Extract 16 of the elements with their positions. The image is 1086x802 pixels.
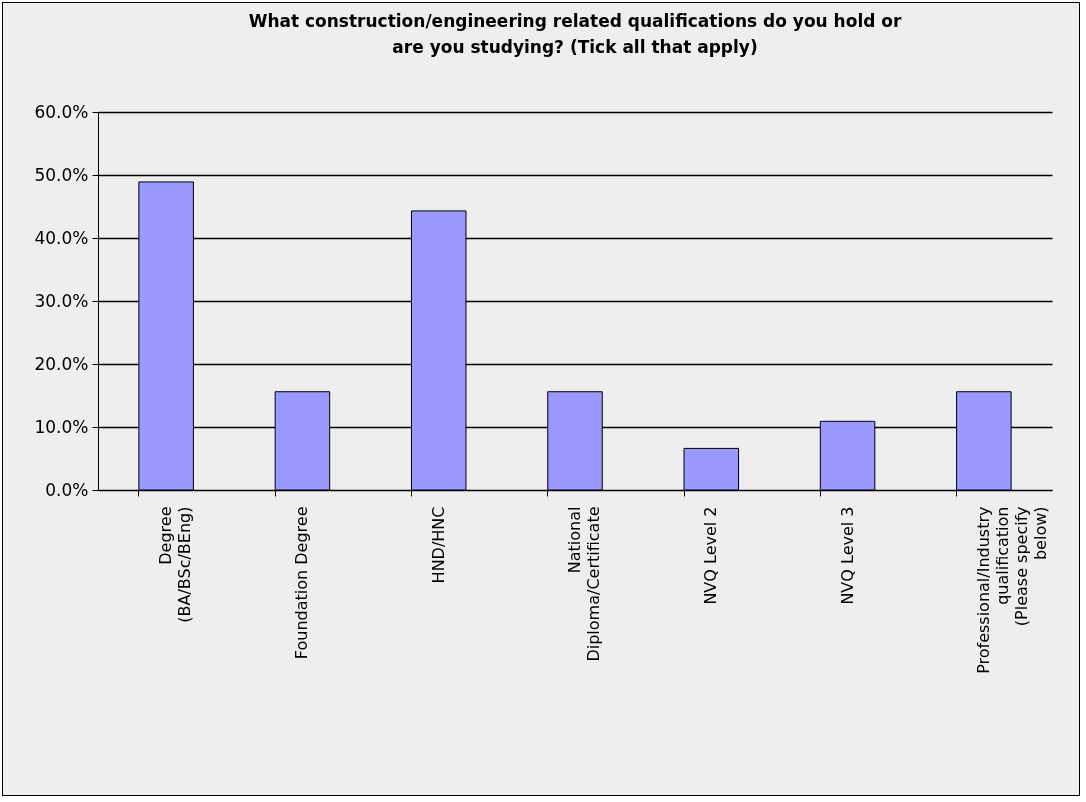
y-tick-label: 30.0% (34, 290, 89, 311)
x-tick-label: National Diploma/Certificate (565, 506, 603, 662)
y-tick-label: 0.0% (45, 479, 89, 500)
y-tick-label: 20.0% (34, 353, 89, 374)
y-tick-label: 60.0% (34, 101, 89, 122)
y-tick-label: 50.0% (34, 164, 89, 185)
text: What construction/engineering related qualifications do you hold or (248, 11, 902, 31)
x-tick-label: Degree (BA/BSc/BEng) (156, 506, 195, 623)
x-tick-label: NVQ Level 2 (701, 506, 721, 605)
text: are you studying? (Tick all that apply) (392, 37, 758, 57)
y-tick-label: 10.0% (34, 416, 89, 437)
x-tick-label: Professional/Industry qualification (Please specify below) (973, 506, 1050, 674)
x-tick-label: NVQ Level 3 (837, 506, 857, 605)
y-tick-label: 40.0% (34, 227, 89, 248)
x-tick-label: HND/HNC (428, 506, 448, 584)
x-tick-label: Foundation Degree (292, 506, 312, 660)
